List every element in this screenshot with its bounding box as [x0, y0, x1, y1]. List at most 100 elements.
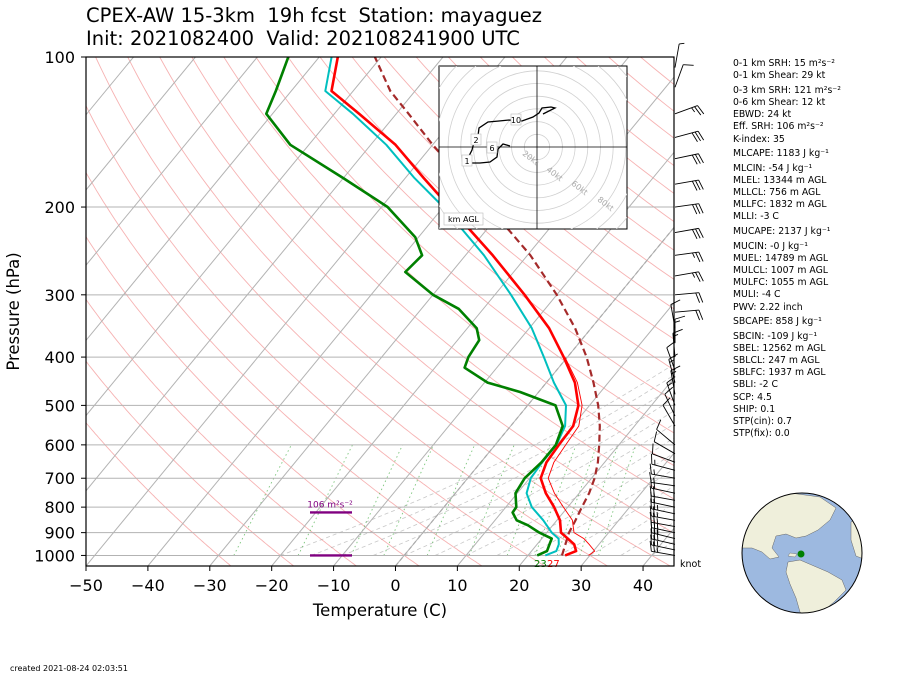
- wind-barb: [649, 505, 676, 521]
- stat-line: 0-1 km SRH: 15 m²s⁻²: [733, 58, 836, 69]
- dewpoint-line: [265, 57, 564, 557]
- globe-land-africa: [850, 514, 862, 561]
- wetbulb-line: [324, 57, 567, 557]
- globe-land-caribbean: [787, 552, 798, 558]
- wind-barb: [653, 431, 676, 455]
- chart-title: CPEX-AW 15-3km 19h fcst Station: mayague…: [86, 4, 543, 27]
- moist-adiabat: [527, 468, 674, 556]
- hodograph-height-box: [470, 133, 482, 146]
- effective-srh-label: 106 m²s⁻²: [307, 500, 353, 510]
- isotherm: [86, 57, 444, 492]
- wind-barb: [674, 251, 704, 263]
- isotherm: [86, 57, 320, 342]
- y-tick-label: 400: [44, 348, 75, 367]
- stat-line: MUCAPE: 2137 J kg⁻¹: [733, 226, 831, 237]
- wind-barb: [674, 153, 704, 165]
- wind-barb: [650, 528, 676, 545]
- wind-barb: [674, 227, 704, 240]
- station-marker: [797, 550, 805, 558]
- wind-barb: [674, 271, 704, 282]
- stat-line: EBWD: 24 kt: [733, 109, 792, 121]
- created-timestamp: created 2021-08-24 02:03:51: [10, 664, 128, 673]
- stat-line: SBCIN: -109 J kg⁻¹: [733, 330, 818, 342]
- x-tick-label: −10: [317, 576, 351, 595]
- hodograph-height-box: [510, 113, 522, 126]
- stat-line: MLLFC: 1832 m AGL: [733, 199, 827, 211]
- wind-barb: [649, 472, 676, 487]
- y-tick-label: 200: [44, 198, 75, 217]
- stat-line: SHIP: 0.1: [733, 403, 776, 415]
- hodograph-height-label: 2: [473, 136, 478, 145]
- globe-outline: [741, 492, 863, 614]
- sounding-indices: 0-1 km SRH: 15 m²s⁻² 0-1 km Shear: 29 kt…: [733, 58, 841, 440]
- mixing-ratio-line: [383, 444, 435, 556]
- x-tick-label: 10: [447, 576, 467, 595]
- mixing-ratio-line: [350, 444, 404, 556]
- moist-adiabat: [404, 410, 674, 556]
- x-tick-label: −40: [131, 576, 165, 595]
- stat-line: MULCL: 1007 m AGL: [733, 264, 828, 276]
- stat-line: MULFC: 1055 m AGL: [733, 277, 829, 289]
- wind-barb: [674, 64, 694, 88]
- mixing-ratio-line: [426, 444, 476, 556]
- moist-adiabat: [342, 386, 674, 556]
- globe-land-north-america: [742, 493, 837, 560]
- mixing-ratio-line: [233, 444, 292, 556]
- wind-barb: [650, 498, 676, 515]
- plot-frame: [85, 56, 675, 567]
- stat-line: MULI: -4 C: [733, 289, 781, 301]
- chart-subtitle: Init: 2021082400 Valid: 202108241900 UTC: [86, 27, 520, 50]
- stat-line: STP(cin): 0.7: [733, 415, 792, 427]
- virtual-temperature-line: [547, 356, 596, 556]
- wind-barb: [649, 485, 676, 501]
- mixing-ratio-line: [468, 444, 515, 556]
- wind-barb: [651, 453, 676, 471]
- y-tick-label: 500: [44, 396, 75, 415]
- stat-line: MLLI: -3 C: [733, 211, 779, 223]
- wind-barb: [649, 540, 676, 556]
- moist-adiabat: [465, 437, 674, 556]
- stat-line: 0-1 km Shear: 29 kt: [733, 70, 826, 82]
- wind-barb: [672, 328, 683, 358]
- wind-barb: [650, 534, 676, 551]
- y-tick-label: 1000: [34, 546, 75, 565]
- isotherm: [333, 151, 674, 566]
- dry-adiabat: [383, 57, 674, 310]
- surface-temperature-label: 27: [547, 559, 560, 570]
- hodograph-frame: [438, 65, 628, 230]
- dry-adiabat: [159, 57, 674, 534]
- dry-adiabat: [86, 171, 483, 566]
- isotherm: [86, 57, 258, 266]
- stat-line: MUEL: 14789 m AGL: [733, 252, 829, 264]
- stat-line: SBCAPE: 858 J kg⁻¹: [733, 316, 822, 328]
- stat-line: SCP: 4.5: [733, 391, 772, 403]
- wind-barb: [674, 179, 704, 191]
- wind-barb: [674, 42, 685, 68]
- dry-adiabat: [255, 57, 674, 434]
- location-globe: [741, 492, 863, 614]
- surface-dewpoint-label: 23: [534, 559, 547, 570]
- hodograph-axis-label-box: [443, 212, 484, 226]
- stat-line: 0-3 km SRH: 121 m²s⁻²: [733, 84, 841, 96]
- dry-adiabat: [351, 57, 674, 340]
- moist-adiabat: [311, 374, 674, 556]
- stat-line: MLEL: 13344 m AGL: [733, 174, 827, 186]
- dry-adiabat: [86, 235, 420, 566]
- dry-adiabat: [86, 422, 232, 566]
- wind-barb: [649, 463, 676, 479]
- hodograph-trace: [467, 106, 557, 164]
- wind-barb: [670, 299, 681, 329]
- hodograph-height-label: 1: [464, 157, 469, 166]
- stat-line: K-index: 35: [733, 133, 785, 145]
- stat-line: Eff. SRH: 106 m²s⁻²: [733, 121, 824, 133]
- stat-line: 0-6 km Shear: 12 kt: [733, 96, 826, 108]
- wind-barb: [674, 309, 704, 321]
- moist-adiabat: [373, 397, 674, 556]
- stat-line: MLCAPE: 1183 J kg⁻¹: [733, 148, 829, 160]
- dry-adiabat: [415, 57, 674, 280]
- x-axis-label: Temperature (C): [312, 601, 447, 620]
- x-tick-label: −20: [255, 576, 289, 595]
- hodograph-height-label: 6: [489, 144, 494, 153]
- y-tick-label: 100: [44, 48, 75, 67]
